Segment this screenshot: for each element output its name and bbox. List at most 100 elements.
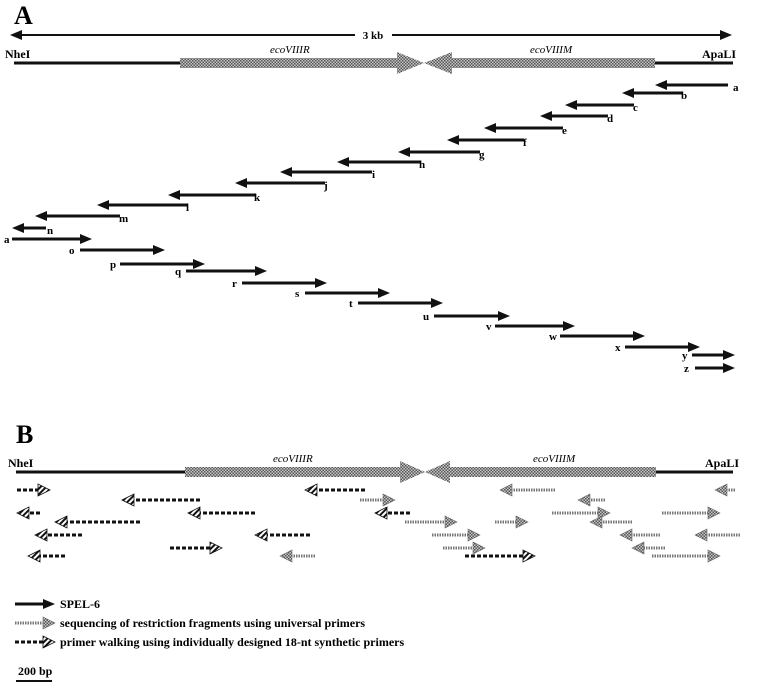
gene-ecoviiir-label-b: ecoVIIIR: [273, 453, 313, 465]
spel6-arrow: [692, 350, 735, 360]
arrow-label: g: [479, 149, 485, 161]
spel6-arrow: [12, 223, 46, 233]
site-apali-a: ApaLI: [702, 47, 736, 61]
arrow-label: s: [295, 288, 300, 300]
legend-universal-arrow-icon: [15, 616, 56, 630]
universal-primer-arrow: [405, 515, 458, 529]
primer-walking-arrow: [187, 506, 255, 520]
arrow-label: p: [110, 259, 116, 271]
arrow-label: e: [562, 125, 567, 137]
spel6-arrow: [484, 123, 563, 133]
spel6-arrow: [80, 245, 165, 255]
arrow-label: a: [4, 234, 10, 246]
legend-universal-label: sequencing of restriction fragments usin…: [60, 616, 365, 630]
legend: [15, 599, 56, 649]
legend-walking-arrow-icon: [15, 635, 56, 649]
spel6-arrow: [434, 311, 510, 321]
spel6-arrow: [12, 234, 92, 244]
spel6-arrow: [305, 288, 390, 298]
arrow-label: m: [119, 213, 128, 225]
spel6-arrow: [565, 100, 634, 110]
arrow-label: j: [323, 180, 328, 192]
universal-primer-arrow: [552, 506, 611, 520]
primer-walking-arrow: [27, 549, 65, 563]
arrow-label: t: [349, 298, 353, 310]
sequencing-arrows-b: [16, 483, 740, 563]
primer-walking-arrow: [121, 493, 200, 507]
gene-ecoviiir-arrow: [185, 461, 425, 483]
arrow-label: q: [175, 266, 182, 278]
primer-walking-arrow: [34, 528, 82, 542]
panel-b-label: B: [16, 420, 33, 449]
arrow-label: b: [681, 90, 687, 102]
universal-primer-arrow: [432, 528, 481, 542]
spel6-arrow: [35, 211, 120, 221]
legend-walking-label: primer walking using individually design…: [60, 635, 404, 649]
arrow-label: h: [419, 159, 425, 171]
spel6-arrow: [120, 259, 205, 269]
universal-primer-arrow: [443, 541, 486, 555]
universal-primer-arrow: [577, 493, 605, 507]
arrow-label: o: [69, 245, 75, 257]
site-apali-b: ApaLI: [705, 456, 739, 470]
gene-map-b: [16, 461, 733, 483]
spel6-arrow: [655, 80, 728, 90]
spel6-arrow: [495, 321, 575, 331]
spel6-arrow: [168, 190, 255, 200]
arrow-label: l: [186, 202, 189, 214]
spel6-arrow: [242, 278, 327, 288]
arrow-label: c: [633, 102, 638, 114]
universal-primer-arrow: [619, 528, 660, 542]
universal-primer-arrow: [631, 541, 665, 555]
primer-walking-arrow: [16, 506, 40, 520]
spel6-arrow: [235, 178, 325, 188]
universal-primer-arrow: [279, 549, 315, 563]
spel6-arrow: [560, 331, 645, 341]
spel6-arrows: a b c d e f g h i j k l m n a o p q r s t u v w x yz: [4, 80, 739, 375]
arrow-label: z: [684, 363, 689, 375]
arrow-label: d: [607, 113, 613, 125]
legend-spel6-label: SPEL-6: [60, 597, 100, 611]
spel6-arrow: [695, 363, 735, 373]
arrow-label: r: [232, 278, 237, 290]
universal-primer-arrow: [589, 515, 632, 529]
spel6-arrow: [447, 135, 524, 145]
spel6-arrow: [622, 88, 683, 98]
primer-walking-arrow: [17, 483, 51, 497]
arrow-label: a: [733, 82, 739, 94]
universal-primer-arrow: [652, 549, 721, 563]
arrow-label: y: [682, 350, 688, 362]
spel6-arrow: [280, 167, 372, 177]
legend-spel6-arrow-icon: [15, 599, 55, 609]
spel6-arrow: [625, 342, 700, 352]
gene-ecoviiim-arrow: [425, 461, 656, 483]
spel6-arrow: [337, 157, 420, 167]
spel6-arrow: [540, 111, 608, 121]
scale-bar-label: 200 bp: [18, 664, 53, 678]
gene-ecoviiim-label-b: ecoVIIIM: [533, 453, 576, 465]
universal-primer-arrow: [360, 493, 396, 507]
arrow-label: v: [486, 321, 492, 333]
universal-primer-arrow: [495, 515, 529, 529]
site-nhei-b: NheI: [8, 456, 34, 470]
panel-a-label: A: [14, 1, 33, 30]
arrow-label: k: [254, 192, 261, 204]
gene-ecoviiir-label-a: ecoVIIIR: [270, 44, 310, 56]
arrow-label: i: [372, 169, 375, 181]
universal-primer-arrow: [662, 506, 721, 520]
spel6-arrow: [398, 147, 480, 157]
scale-3kb-double-arrow: [10, 30, 732, 40]
universal-primer-arrow: [694, 528, 740, 542]
site-nhei-a: NheI: [5, 47, 31, 61]
gene-map-a: [14, 52, 733, 74]
spel6-arrow: [358, 298, 443, 308]
primer-walking-arrow: [170, 541, 223, 555]
universal-primer-arrow: [499, 483, 555, 497]
scale-3kb-label: 3 kb: [363, 30, 384, 42]
arrow-label: w: [549, 331, 557, 343]
primer-walking-arrow: [254, 528, 310, 542]
gene-ecoviiim-label-a: ecoVIIIM: [530, 44, 573, 56]
arrow-label: u: [423, 311, 429, 323]
universal-primer-arrow: [714, 483, 735, 497]
